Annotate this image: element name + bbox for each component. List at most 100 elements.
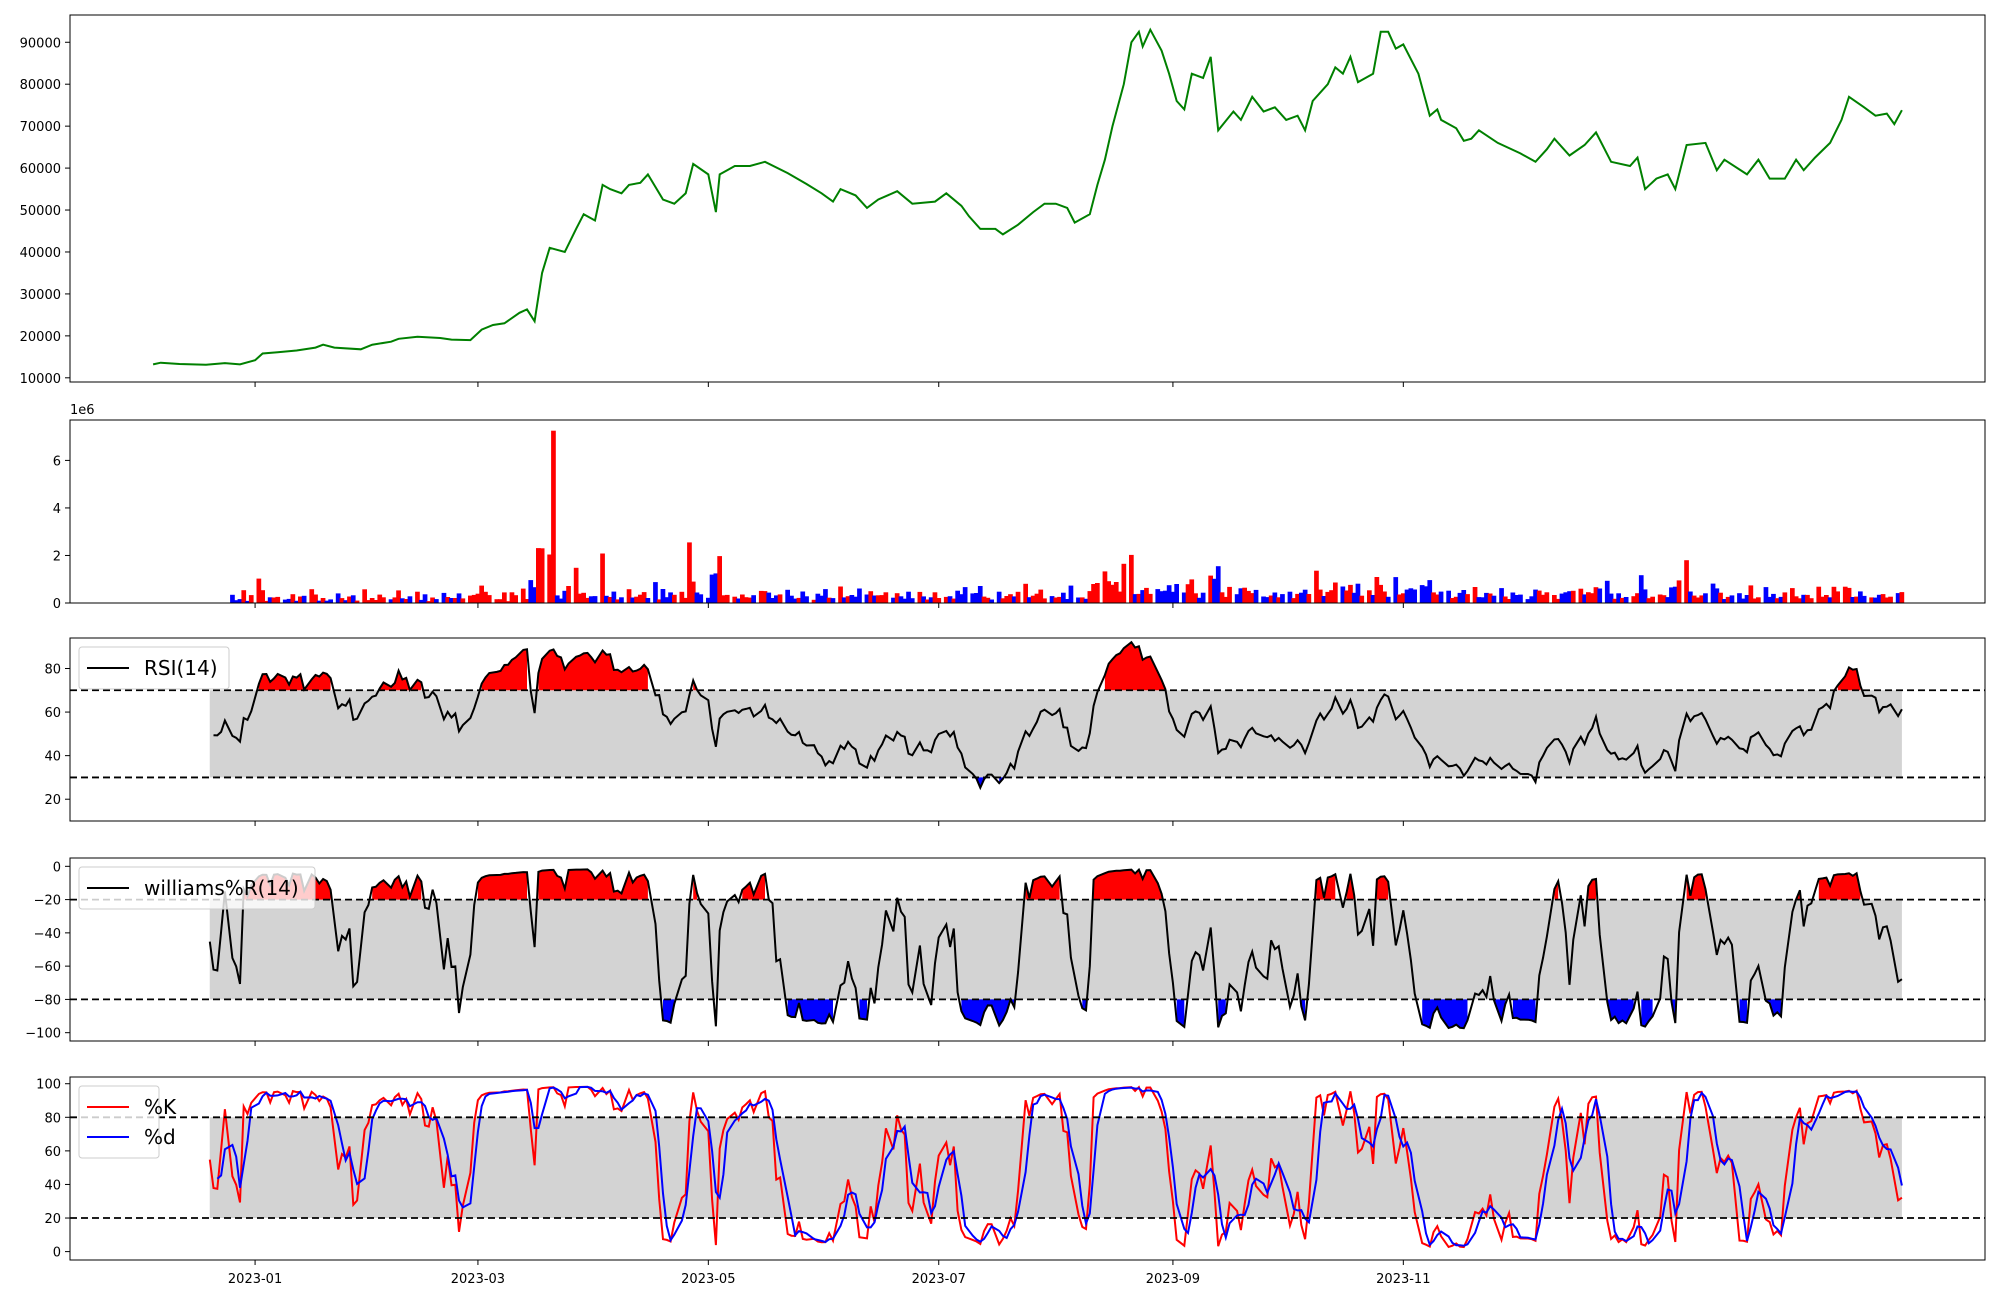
volume-bar xyxy=(1306,594,1312,603)
volume-bar xyxy=(1227,586,1232,603)
williams-oversold-fill xyxy=(859,999,867,1020)
volume-bar xyxy=(339,598,345,603)
volume-bar xyxy=(981,596,987,603)
rsi-y-axis: 20 40 60 80 xyxy=(44,663,70,808)
volume-bar xyxy=(1567,591,1572,603)
volume-bar xyxy=(1752,598,1757,603)
volume-bar xyxy=(441,592,447,603)
volume-offset-label: 1e6 xyxy=(70,403,95,418)
volume-bar xyxy=(1729,595,1735,603)
volume-bar xyxy=(607,597,613,603)
volume-bar xyxy=(796,597,802,603)
volume-bar xyxy=(1604,580,1610,603)
williams-overbought-fill xyxy=(1346,873,1355,900)
volume-bar xyxy=(1061,592,1066,603)
volume-bar xyxy=(1144,587,1149,603)
volume-bar xyxy=(434,599,439,603)
volume-bar xyxy=(645,598,651,603)
volume-bar xyxy=(721,595,726,603)
volume-bar xyxy=(1253,589,1259,603)
volume-bar xyxy=(1057,596,1062,603)
volume-bar xyxy=(1586,592,1591,603)
volume-bar xyxy=(638,594,643,603)
volume-bar xyxy=(1333,582,1338,603)
volume-bar xyxy=(1555,598,1561,603)
volume-bar xyxy=(690,581,696,603)
volume-bar xyxy=(1042,598,1047,603)
volume-bar xyxy=(592,596,598,603)
volume-bar xyxy=(1011,596,1017,603)
volume-bar xyxy=(630,597,636,603)
rsi-legend-box xyxy=(78,646,230,690)
volume-bar xyxy=(1197,597,1202,603)
volume-bar xyxy=(1718,592,1723,603)
volume-bar xyxy=(811,599,817,603)
volume-bar xyxy=(1234,594,1240,603)
williams-axes-frame xyxy=(69,857,1986,1042)
volume-bar xyxy=(1419,585,1425,603)
rsi-oversold-fill xyxy=(976,777,985,788)
williams-oversold-fill xyxy=(1739,999,1747,1023)
volume-bar xyxy=(335,593,341,603)
volume-bar xyxy=(316,600,322,603)
volume-bar xyxy=(1797,598,1803,603)
williams-overbought-fill xyxy=(1554,881,1559,900)
volume-bar xyxy=(418,599,424,603)
volume-bar xyxy=(400,598,405,603)
volume-bar xyxy=(298,596,303,603)
stochastic-x-ticks xyxy=(254,1260,1404,1265)
volume-bar xyxy=(1280,594,1285,603)
volume-bar xyxy=(241,590,247,603)
volume-bar xyxy=(1453,596,1459,603)
volume-bar xyxy=(290,594,296,603)
volume-bar xyxy=(505,601,511,603)
volume-bar xyxy=(1880,594,1886,603)
volume-bar xyxy=(1087,591,1093,603)
williams-overbought-fill xyxy=(1818,873,1861,900)
volume-bar xyxy=(1393,577,1399,603)
volume-bar xyxy=(615,599,620,603)
y-tick-label: 60000 xyxy=(20,162,61,177)
volume-bar xyxy=(706,597,711,603)
volume-bar xyxy=(1302,589,1308,603)
volume-bar xyxy=(838,586,843,603)
williams-legend-label: williams%R(14) xyxy=(144,876,299,900)
volume-bar xyxy=(1351,592,1357,603)
volume-bar xyxy=(1249,593,1255,603)
d-line xyxy=(216,1085,1903,1247)
volume-bar xyxy=(959,594,964,603)
volume-bar xyxy=(774,595,779,603)
y-tick-label: 0 xyxy=(53,597,61,612)
volume-bar xyxy=(762,591,768,603)
x-tick-label: 2023-03 xyxy=(451,1272,505,1287)
volume-bar xyxy=(1329,590,1334,603)
volume-bar xyxy=(826,597,832,603)
williams-band xyxy=(209,899,1902,1000)
volume-bar xyxy=(1899,592,1905,603)
volume-bar xyxy=(1401,593,1406,603)
volume-bar xyxy=(1370,595,1376,603)
volume-bar xyxy=(1317,589,1323,603)
volume-bar xyxy=(1642,589,1648,603)
volume-bar xyxy=(539,548,545,603)
volume-bar xyxy=(894,593,900,603)
volume-bar xyxy=(1038,589,1044,603)
volume-bar xyxy=(1661,595,1667,603)
volume-bar xyxy=(743,597,749,603)
volume-bar xyxy=(898,596,904,603)
volume-bar xyxy=(1291,598,1297,603)
y-tick-label: −60 xyxy=(34,960,61,975)
rsi-overbought-fill xyxy=(538,649,648,691)
volume-bar xyxy=(324,600,330,603)
volume-bar xyxy=(1265,597,1270,603)
volume-bar xyxy=(1801,594,1806,603)
volume-bar xyxy=(445,597,451,603)
price-plot-area xyxy=(152,27,1903,366)
volume-bar xyxy=(713,573,719,603)
volume-bar xyxy=(1034,593,1040,603)
volume-bar xyxy=(1068,585,1074,603)
volume-bar xyxy=(1261,596,1266,603)
volume-bar xyxy=(536,548,541,603)
volume-bar xyxy=(1895,593,1901,603)
volume-bar xyxy=(562,590,568,603)
